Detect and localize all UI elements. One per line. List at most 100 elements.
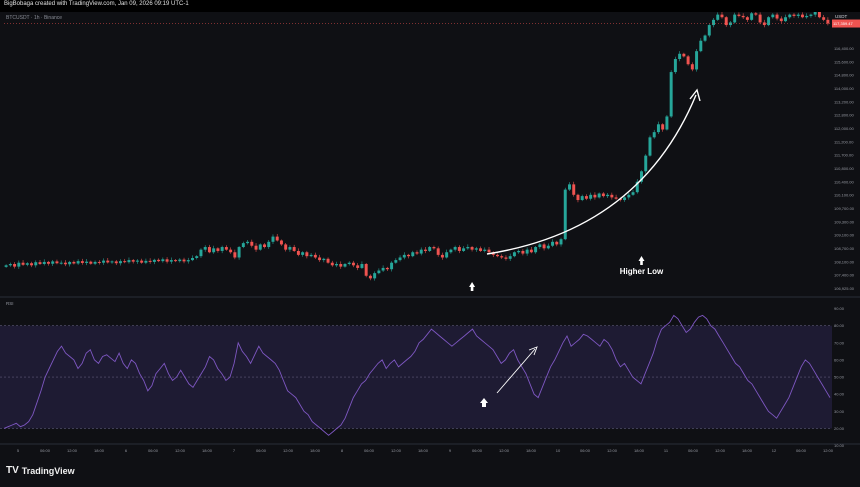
candle-body [771, 14, 775, 18]
candle-body [182, 259, 186, 262]
candles-group [4, 10, 830, 281]
time-axis-label: 8 [341, 448, 344, 453]
candle-body [258, 244, 262, 250]
candle-body [796, 14, 800, 16]
candle-body [161, 259, 165, 262]
candle-body [534, 247, 538, 253]
candle-body [326, 258, 330, 263]
candle-body [512, 252, 516, 257]
time-axis-label: 9 [449, 448, 452, 453]
candle-body [127, 260, 131, 263]
rsi-axis-label: 50.00 [834, 375, 845, 380]
candle-body [102, 260, 106, 263]
candle-body [470, 247, 474, 250]
candle-body [690, 64, 694, 70]
price-axis-label: 108,100.00 [834, 259, 855, 264]
candle-body [195, 256, 199, 259]
candle-body [415, 252, 419, 254]
currency-label: USDT [835, 14, 848, 19]
candle-body [68, 261, 72, 265]
candle-body [809, 14, 813, 16]
candle-body [42, 261, 46, 265]
time-axis-label: 18:00 [310, 448, 321, 453]
candle-body [335, 264, 339, 266]
price-axis-label: 110,400.00 [834, 179, 854, 184]
price-axis-label: 116,400.00 [834, 46, 854, 51]
time-axis-label: 10 [556, 448, 561, 453]
candle-body [30, 263, 34, 266]
candle-body [63, 262, 67, 265]
time-axis-label: 7 [233, 448, 236, 453]
candle-body [288, 247, 292, 250]
rsi-axis-label: 60.00 [834, 357, 845, 362]
candle-body [233, 252, 237, 258]
time-axis-label: 5 [17, 448, 20, 453]
time-axis-label: 06:00 [148, 448, 159, 453]
time-axis-label: 12:00 [823, 448, 834, 453]
candle-body [76, 261, 80, 264]
tradingview-logo-icon: TV [6, 465, 19, 476]
time-axis-label: 18:00 [634, 448, 645, 453]
header-title: BigBobaga created with TradingView.com, … [4, 1, 189, 7]
candle-body [46, 261, 50, 264]
candle-body [72, 261, 76, 264]
candle-body [775, 14, 779, 19]
candle-body [576, 194, 580, 201]
candle-body [703, 35, 707, 41]
candle-body [538, 244, 542, 248]
candle-body [635, 181, 639, 193]
candle-body [745, 17, 749, 20]
candle-body [394, 260, 398, 263]
candle-body [656, 124, 660, 133]
time-axis-label: 12:00 [175, 448, 186, 453]
candle-body [152, 259, 156, 262]
candle-body [754, 13, 758, 15]
candle-body [131, 260, 135, 262]
candle-body [368, 275, 372, 279]
time-axis-label: 06:00 [364, 448, 375, 453]
candle-body [436, 248, 440, 255]
candle-body [584, 196, 588, 199]
candle-body [250, 241, 254, 246]
candle-body [631, 192, 635, 195]
candle-body [597, 193, 601, 198]
time-axis-label: 12:00 [67, 448, 78, 453]
time-axis-label: 18:00 [526, 448, 537, 453]
candle-body [479, 248, 483, 251]
candle-body [123, 261, 127, 263]
candle-body [347, 262, 351, 265]
candle-body [606, 194, 610, 197]
candle-body [822, 17, 826, 20]
candle-body [119, 261, 122, 264]
candle-body [487, 249, 491, 253]
candle-body [148, 260, 152, 262]
price-axis-label: 114,800.00 [834, 73, 854, 78]
candle-body [517, 250, 521, 253]
candle-body [275, 236, 279, 241]
time-axis-label: 12:00 [391, 448, 402, 453]
time-axis-label: 06:00 [796, 448, 807, 453]
candle-body [758, 14, 762, 23]
candle-body [292, 247, 296, 251]
candle-body [343, 264, 347, 267]
candle-body [712, 19, 715, 26]
candle-body [542, 244, 546, 249]
symbol-label: BTCUSDT · 1h · Binance [6, 15, 63, 21]
tradingview-logo[interactable]: TV TradingView [6, 465, 75, 476]
candle-body [85, 261, 89, 263]
candle-body [563, 189, 567, 240]
candle-body [55, 261, 59, 264]
candle-body [25, 263, 29, 265]
candle-body [695, 51, 699, 70]
candle-body [135, 260, 139, 262]
candle-body [800, 14, 804, 18]
rsi-axis-label: 40.00 [834, 392, 845, 397]
price-axis-label: 109,300.00 [834, 219, 855, 224]
price-axis-label: 107,400.00 [834, 273, 855, 278]
candle-body [453, 247, 457, 250]
candle-body [449, 249, 453, 253]
time-axis-label: 18:00 [94, 448, 105, 453]
candle-body [144, 260, 148, 263]
